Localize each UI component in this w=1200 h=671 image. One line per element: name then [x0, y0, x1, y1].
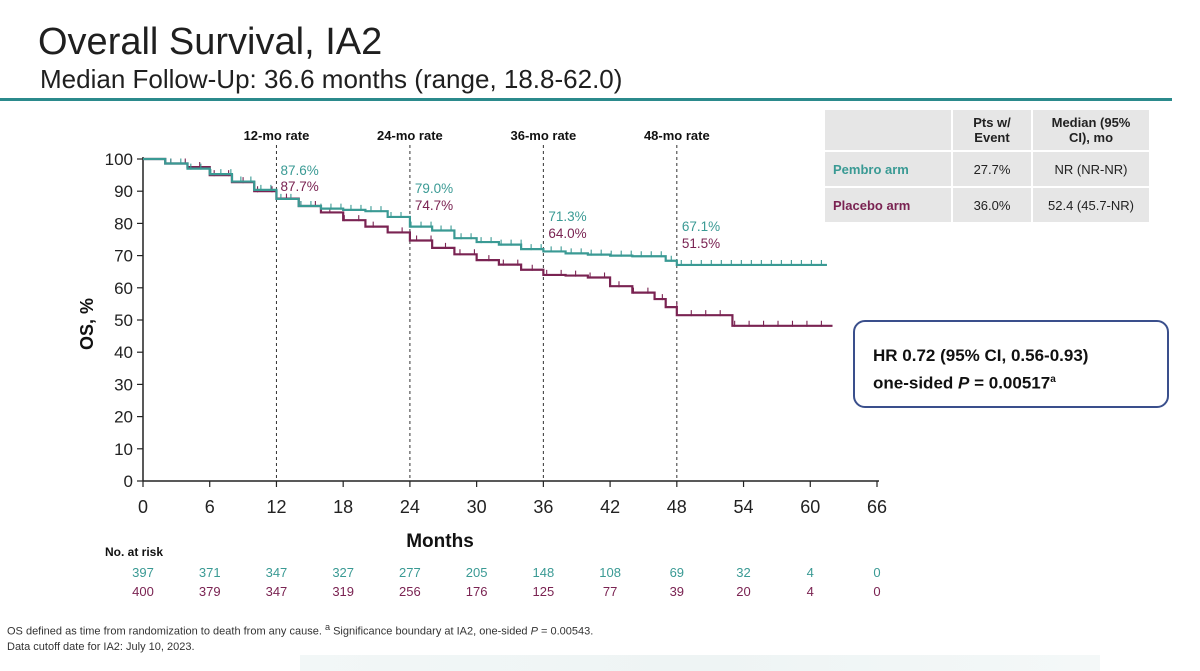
rate-value-pembro: 67.1%	[682, 219, 720, 234]
footnote-marker: a	[324, 622, 331, 632]
rate-line-label: 12-mo rate	[244, 128, 310, 143]
slide-title: Overall Survival, IA2	[38, 21, 383, 63]
x-axis-label: Months	[406, 531, 474, 552]
hr-p-value: = 0.00517	[969, 373, 1051, 393]
at-risk-pembro: 108	[599, 565, 621, 580]
at-risk-pembro: 327	[332, 565, 354, 580]
at-risk-pembro: 32	[736, 565, 750, 580]
x-tick-label: 24	[400, 497, 420, 517]
rate-value-placebo: 87.7%	[280, 179, 318, 194]
footnote-p-value: = 0.00543.	[537, 625, 594, 638]
footnote-line-2: Data cutoff date for IA2: July 10, 2023.	[7, 640, 195, 653]
y-tick-label: 10	[114, 440, 133, 459]
footnote: OS defined as time from randomization to…	[7, 620, 593, 655]
censor-marks-pembro	[170, 158, 822, 266]
at-risk-pembro: 277	[399, 565, 421, 580]
y-tick-label: 80	[114, 214, 133, 233]
at-risk-placebo: 20	[736, 584, 750, 599]
at-risk-placebo: 347	[266, 584, 288, 599]
rate-line-label: 36-mo rate	[510, 128, 576, 143]
at-risk-pembro: 148	[533, 565, 555, 580]
y-tick-label: 50	[114, 311, 133, 330]
at-risk-placebo: 0	[873, 584, 880, 599]
y-tick-label: 20	[114, 408, 133, 427]
x-tick-label: 48	[667, 497, 687, 517]
at-risk-pembro: 0	[873, 565, 880, 580]
placebo-pts-event: 36.0%	[953, 188, 1031, 222]
hr-p-symbol: P	[958, 373, 970, 393]
pembro-median: NR (NR-NR)	[1033, 152, 1149, 186]
y-tick-label: 100	[105, 150, 133, 169]
x-tick-label: 12	[266, 497, 286, 517]
at-risk-placebo: 125	[533, 584, 555, 599]
placebo-median: 52.4 (45.7-NR)	[1033, 188, 1149, 222]
rate-line-label: 48-mo rate	[644, 128, 710, 143]
rate-value-pembro: 79.0%	[415, 181, 453, 196]
at-risk-pembro: 205	[466, 565, 488, 580]
at-risk-placebo: 77	[603, 584, 617, 599]
x-tick-label: 0	[138, 497, 148, 517]
at-risk-placebo: 176	[466, 584, 488, 599]
hr-line-1: HR 0.72 (95% CI, 0.56-0.93)	[873, 346, 1089, 365]
at-risk-placebo: 4	[807, 584, 814, 599]
table-header-pts: Pts w/ Event	[953, 110, 1031, 150]
rate-value-placebo: 64.0%	[548, 226, 586, 241]
footnote-boundary: Significance boundary at IA2, one-sided	[330, 625, 531, 638]
y-tick-label: 70	[114, 247, 133, 266]
at-risk-pembro: 371	[199, 565, 221, 580]
hr-line-2: one-sided P = 0.00517a	[873, 368, 1167, 396]
at-risk-placebo: 39	[670, 584, 684, 599]
footnote-os-definition: OS defined as time from randomization to…	[7, 625, 325, 638]
events-median-table: Pts w/ Event Median (95% CI), mo Pembro …	[823, 108, 1151, 224]
at-risk-placebo: 256	[399, 584, 421, 599]
rate-value-pembro: 71.3%	[548, 209, 586, 224]
table-corner	[825, 110, 951, 150]
x-tick-label: 42	[600, 497, 620, 517]
at-risk-placebo: 319	[332, 584, 354, 599]
title-divider	[0, 98, 1172, 101]
at-risk-label: No. at risk	[105, 545, 163, 559]
at-risk-pembro: 397	[132, 565, 154, 580]
at-risk-pembro: 69	[670, 565, 684, 580]
placebo-arm-label: Placebo arm	[825, 188, 951, 222]
y-tick-label: 30	[114, 375, 133, 394]
at-risk-pembro: 4	[807, 565, 814, 580]
at-risk-placebo: 379	[199, 584, 221, 599]
rate-value-pembro: 87.6%	[280, 163, 318, 178]
rate-value-placebo: 51.5%	[682, 236, 720, 251]
x-tick-label: 66	[867, 497, 887, 517]
hr-footnote-marker: a	[1050, 374, 1056, 385]
x-tick-label: 18	[333, 497, 353, 517]
footnote-p-symbol: P	[530, 625, 538, 638]
rate-line-label: 24-mo rate	[377, 128, 443, 143]
y-tick-label: 0	[124, 472, 133, 491]
x-tick-label: 54	[734, 497, 754, 517]
hazard-ratio-box: HR 0.72 (95% CI, 0.56-0.93) one-sided P …	[853, 320, 1169, 408]
slide-subtitle: Median Follow-Up: 36.6 months (range, 18…	[40, 64, 623, 94]
table-row-pembro: Pembro arm 27.7% NR (NR-NR)	[825, 152, 1149, 186]
decorative-footer-band	[300, 655, 1100, 671]
x-tick-label: 6	[205, 497, 215, 517]
pembro-pts-event: 27.7%	[953, 152, 1031, 186]
x-tick-label: 36	[533, 497, 553, 517]
table-header-median: Median (95% CI), mo	[1033, 110, 1149, 150]
y-tick-label: 60	[114, 279, 133, 298]
table-row-placebo: Placebo arm 36.0% 52.4 (45.7-NR)	[825, 188, 1149, 222]
y-tick-label: 90	[114, 182, 133, 201]
rate-value-placebo: 74.7%	[415, 198, 453, 213]
at-risk-placebo: 400	[132, 584, 154, 599]
x-tick-label: 30	[467, 497, 487, 517]
pembro-arm-label: Pembro arm	[825, 152, 951, 186]
km-curve-pembro	[143, 157, 827, 267]
hr-one-sided: one-sided	[873, 373, 959, 393]
x-tick-label: 60	[800, 497, 820, 517]
footnote-line-1: OS defined as time from randomization to…	[7, 620, 593, 640]
at-risk-pembro: 347	[266, 565, 288, 580]
y-axis-label: OS, %	[77, 298, 97, 350]
y-tick-label: 40	[114, 343, 133, 362]
